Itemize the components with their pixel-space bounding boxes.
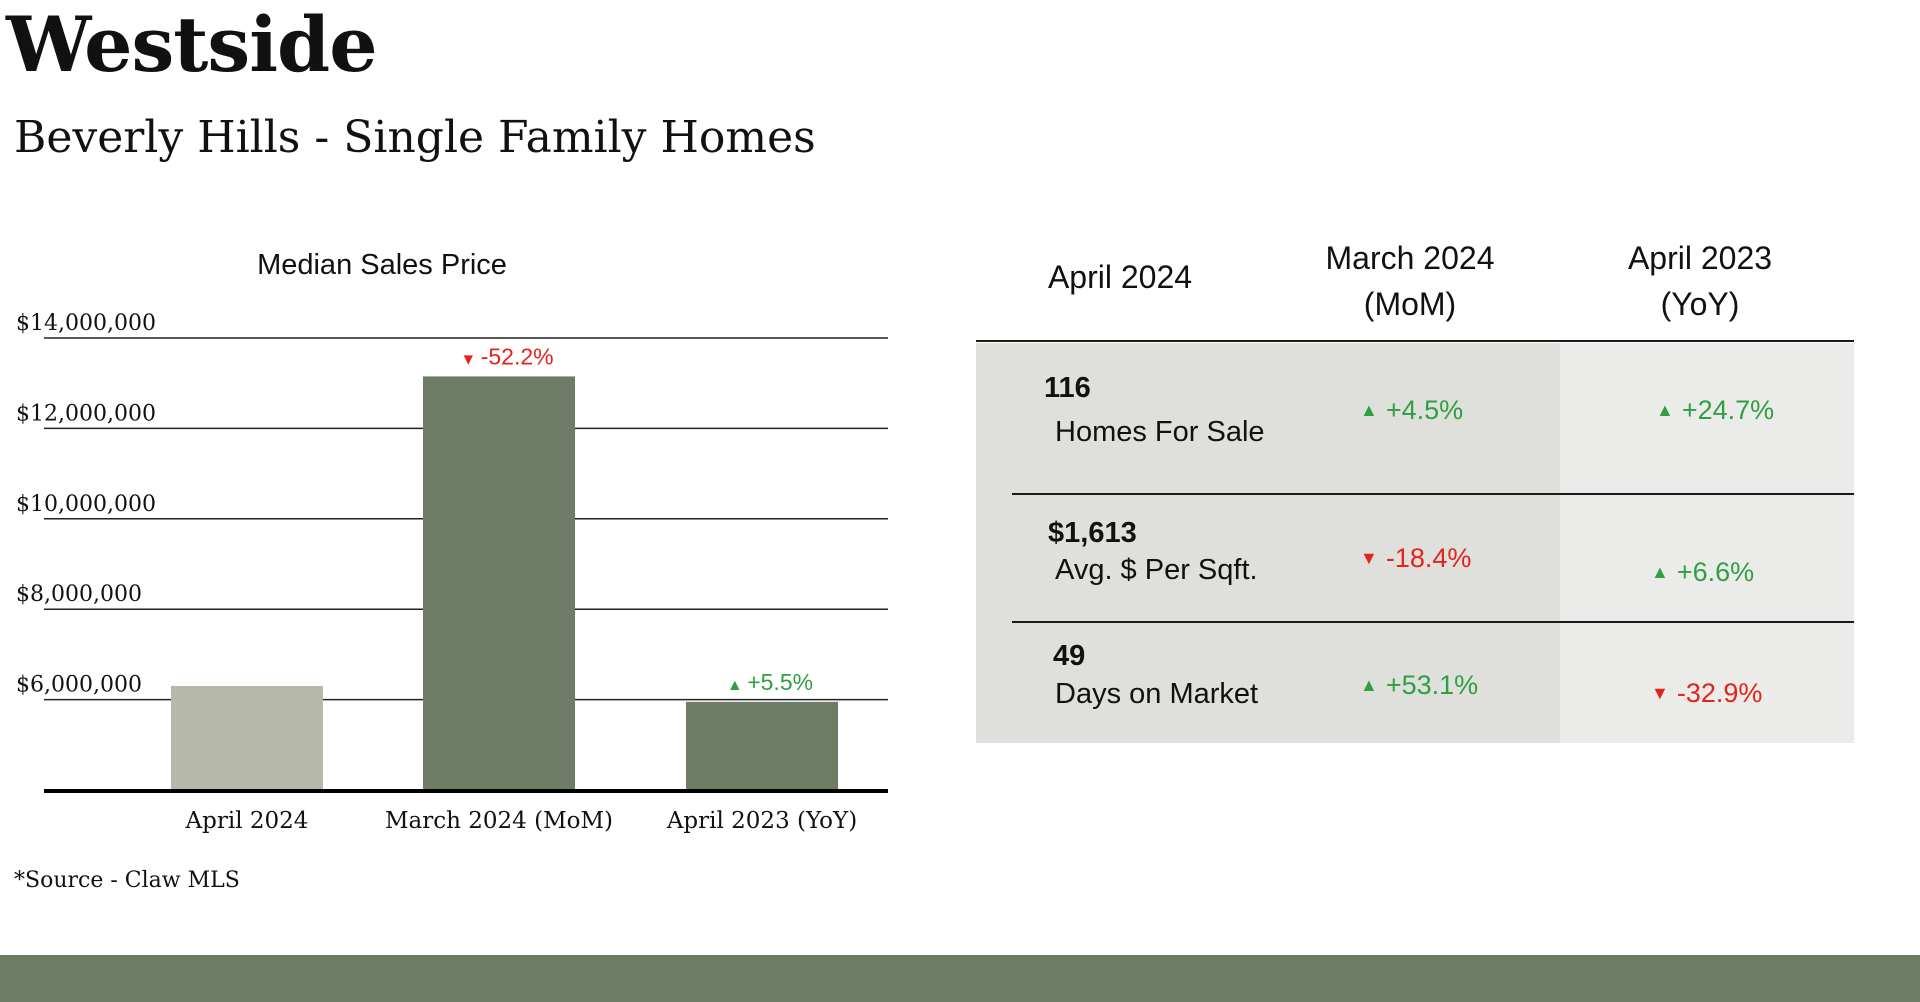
days-on-market-value: 49: [1053, 640, 1086, 672]
x-tick-label: April 2023 (YoY): [666, 808, 857, 834]
label-column-bg: [976, 343, 1314, 743]
header-march-2024: March 2024 (MoM): [1325, 240, 1495, 322]
header-april-2024: April 2024: [1047, 259, 1193, 295]
y-tick-label: $10,000,000: [16, 492, 156, 517]
bar: [686, 701, 838, 790]
triangle-down-icon: ▼: [460, 351, 480, 368]
x-tick-label: March 2024 (MoM): [385, 808, 613, 834]
triangle-up-icon: ▲: [1360, 675, 1378, 695]
data-label-text: -52.2%: [481, 343, 554, 369]
median-sales-price-chart: Median Sales Price $6,000,000 $8,000,000 $1…: [16, 249, 888, 834]
bar: [423, 376, 575, 790]
triangle-up-icon: ▲: [727, 677, 747, 694]
triangle-up-icon: ▲: [1656, 400, 1674, 420]
yoy-column-bg: [1560, 343, 1854, 743]
price-per-sqft-label: Avg. $ Per Sqft.: [1055, 554, 1258, 586]
header-april-2023: April 2023 (YoY): [1627, 240, 1773, 322]
triangle-down-icon: ▼: [1651, 683, 1669, 703]
x-tick-label: April 2024: [185, 808, 309, 834]
homes-for-sale-yoy-change: ▲ +24.7%: [1656, 395, 1775, 425]
page-title: Westside: [6, 0, 378, 89]
homes-for-sale-mom-change: ▲ +4.5%: [1360, 395, 1464, 425]
data-label: ▼ -52.2%: [460, 343, 553, 369]
page-subtitle: Beverly Hills - Single Family Homes: [14, 112, 816, 163]
chart-title: Median Sales Price: [257, 249, 507, 281]
y-tick-label: $12,000,000: [16, 401, 156, 426]
bar: [171, 686, 323, 790]
footer-bar: [0, 955, 1920, 1002]
homes-for-sale-value: 116: [1044, 372, 1091, 404]
data-label: ▲ +5.5%: [727, 669, 813, 695]
days-on-market-yoy-change: ▼ -32.9%: [1651, 678, 1763, 708]
homes-for-sale-label: Homes For Sale: [1055, 416, 1265, 448]
source-note: *Source - Claw MLS: [14, 868, 240, 893]
table-row-divider: [1012, 621, 1854, 623]
triangle-down-icon: ▼: [1360, 548, 1378, 568]
mom-column-bg: [1314, 343, 1560, 743]
price-per-sqft-mom-change: ▼ -18.4%: [1360, 543, 1472, 573]
days-on-market-label: Days on Market: [1055, 678, 1259, 710]
data-label-text: +5.5%: [747, 669, 813, 695]
y-tick-label: $8,000,000: [16, 582, 142, 607]
price-per-sqft-yoy-change: ▲ +6.6%: [1651, 557, 1755, 587]
table-row-divider: [1012, 493, 1854, 495]
triangle-up-icon: ▲: [1360, 400, 1378, 420]
market-stats-table: April 2024 March 2024 (MoM) April 2023 (…: [976, 240, 1854, 743]
y-tick-label: $14,000,000: [16, 311, 156, 336]
y-tick-label: $6,000,000: [16, 673, 142, 698]
triangle-up-icon: ▲: [1651, 562, 1669, 582]
days-on-market-mom-change: ▲ +53.1%: [1360, 670, 1479, 700]
price-per-sqft-value: $1,613: [1048, 517, 1137, 549]
table-header-rule: [976, 340, 1854, 342]
